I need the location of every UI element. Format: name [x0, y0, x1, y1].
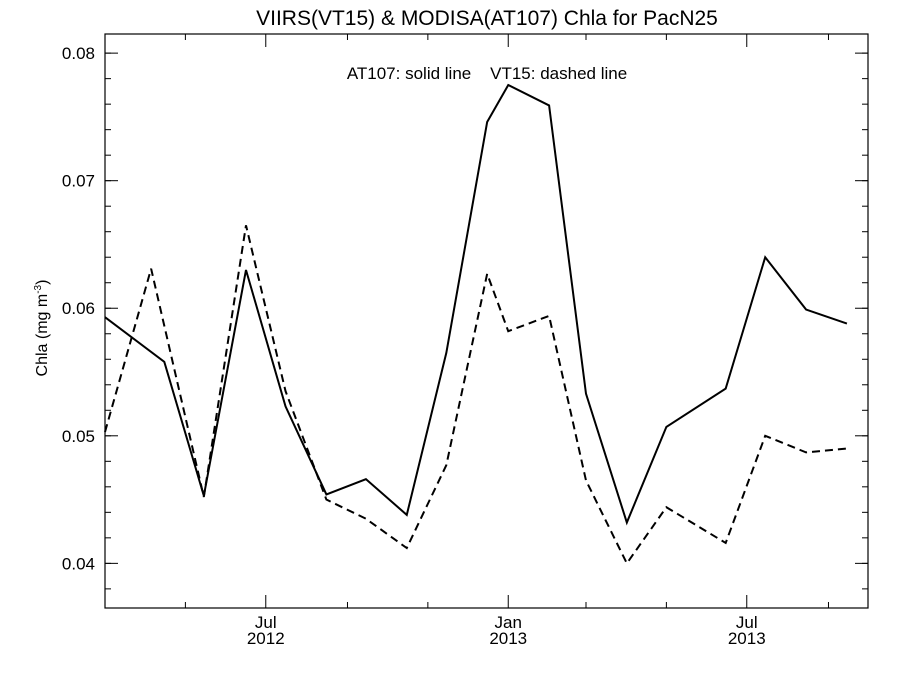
- chart-title: VIIRS(VT15) & MODISA(AT107) Chla for Pac…: [256, 7, 718, 30]
- axes: 0.040.050.060.070.08Jul2012Jan2013Jul201…: [62, 34, 868, 648]
- y-tick-label: 0.07: [62, 172, 95, 191]
- plot-frame: [105, 34, 868, 608]
- y-tick-label: 0.08: [62, 44, 95, 63]
- y-axis-label: Chla (mg m-3): [33, 280, 51, 377]
- series-lines: [105, 85, 847, 563]
- y-tick-label: 0.06: [62, 299, 95, 318]
- line-style-annotation: AT107: solid line VT15: dashed line: [347, 64, 627, 83]
- y-tick-label: 0.05: [62, 427, 95, 446]
- y-axis-label-close: ): [34, 280, 51, 285]
- series-line-vt15: [105, 225, 847, 563]
- x-tick-label-year: 2013: [728, 629, 766, 648]
- series-line-at107: [105, 85, 847, 523]
- x-tick-label-year: 2013: [489, 629, 527, 648]
- x-tick-label-year: 2012: [247, 629, 285, 648]
- y-tick-label: 0.04: [62, 554, 95, 573]
- y-axis-label-main: Chla (mg m: [34, 294, 51, 377]
